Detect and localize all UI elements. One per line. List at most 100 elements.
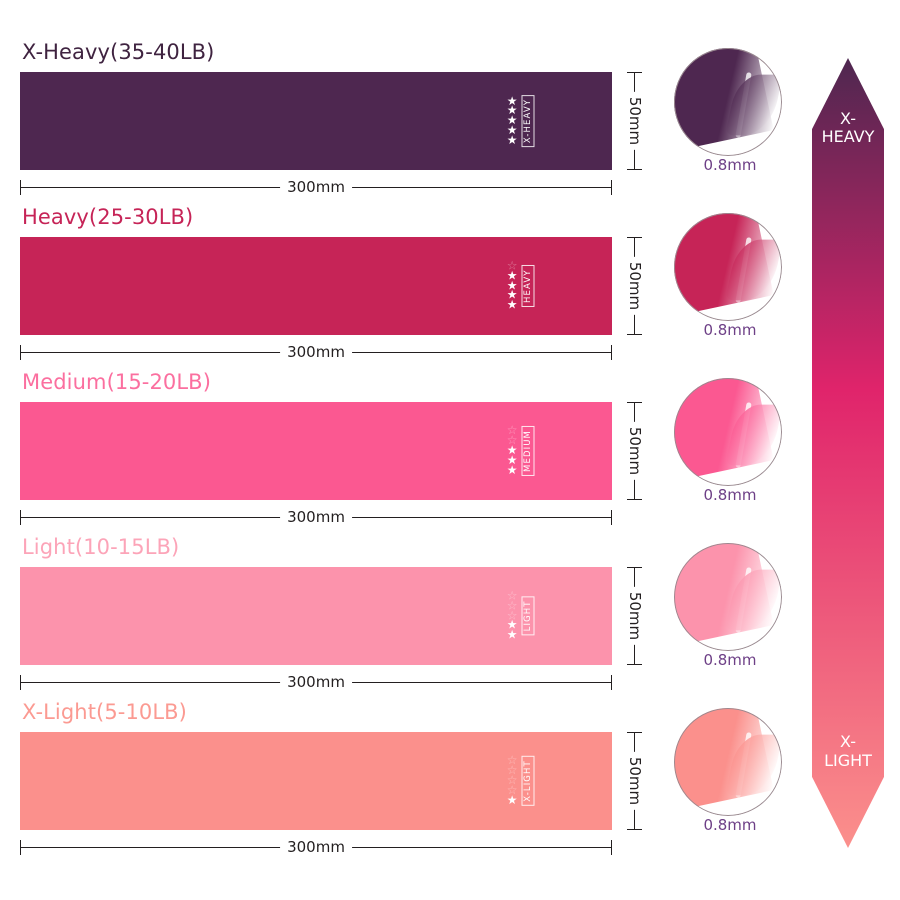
- dimension-end-cap-bottom: [627, 169, 642, 170]
- thickness-closeup-circle-medium: [674, 378, 782, 486]
- band-print-label-light: LIGHT: [521, 596, 534, 636]
- star-hollow-icon: ☆: [506, 773, 518, 788]
- star-filled-icon: ★: [506, 113, 518, 128]
- dimension-end-cap-top: [627, 732, 642, 733]
- arrow-bottom-label-line2: LIGHT: [824, 750, 872, 770]
- star-hollow-icon: ☆: [506, 608, 518, 623]
- thickness-closeup-circle-x-heavy: [674, 48, 782, 156]
- band-print-mark-x-light: ☆ ☆ ☆ ☆ ★ X-LIGHT: [506, 753, 534, 807]
- star-hollow-icon: ☆: [506, 588, 518, 603]
- thickness-detail-x-heavy: 0.8mm: [660, 38, 800, 203]
- height-dimension-medium: 50mm: [622, 402, 648, 500]
- thickness-label-x-light: 0.8mm: [703, 816, 757, 834]
- dimension-end-cap-right: [611, 675, 612, 690]
- star-hollow-icon: ☆: [506, 782, 518, 797]
- dimension-end-cap-right: [611, 345, 612, 360]
- band-print-label-x-heavy: X-HEAVY: [521, 94, 534, 148]
- resistance-scale-arrow: X- HEAVY X- LIGHT: [812, 58, 884, 848]
- star-hollow-icon: ☆: [506, 433, 518, 448]
- star-hollow-icon: ☆: [506, 763, 518, 778]
- length-dimension-label: 300mm: [280, 341, 352, 363]
- band-title-x-light: X-Light(5-10LB): [22, 700, 187, 724]
- star-filled-icon: ★: [506, 103, 518, 118]
- height-dimension-label: 50mm: [626, 586, 644, 646]
- length-dimension-label: 300mm: [280, 836, 352, 858]
- band-print-mark-medium: ☆ ☆ ★ ★ ★ MEDIUM: [506, 425, 534, 477]
- star-filled-icon: ★: [506, 268, 518, 283]
- band-row-heavy: Heavy(25-30LB) ☆ ★ ★ ★ ★ HEAVY 300mm 50mm: [0, 205, 660, 370]
- band-row-x-light: X-Light(5-10LB) ☆ ☆ ☆ ☆ ★ X-LIGHT 300mm 50mm: [0, 700, 660, 865]
- star-filled-icon: ★: [506, 617, 518, 632]
- star-filled-icon: ★: [506, 287, 518, 302]
- dimension-end-cap-top: [627, 402, 642, 403]
- thickness-closeup-circle-heavy: [674, 213, 782, 321]
- thickness-closeup-circle-light: [674, 543, 782, 651]
- thickness-detail-medium: 0.8mm: [660, 368, 800, 533]
- star-filled-icon: ★: [506, 792, 518, 807]
- star-rating-light: ☆ ☆ ☆ ★ ★: [506, 588, 518, 642]
- thickness-label-medium: 0.8mm: [703, 486, 757, 504]
- length-dimension-medium: 300mm: [20, 506, 612, 528]
- band-row-light: Light(10-15LB) ☆ ☆ ☆ ★ ★ LIGHT 300mm 50mm: [0, 535, 660, 700]
- dimension-end-cap-bottom: [627, 334, 642, 335]
- star-filled-icon: ★: [506, 452, 518, 467]
- star-filled-icon: ★: [506, 122, 518, 137]
- star-filled-icon: ★: [506, 462, 518, 477]
- dimension-end-cap-top: [627, 237, 642, 238]
- band-strip-x-light: ☆ ☆ ☆ ☆ ★ X-LIGHT: [20, 732, 612, 830]
- dimension-end-cap-left: [20, 510, 21, 525]
- star-hollow-icon: ☆: [506, 753, 518, 768]
- dimension-end-cap-left: [20, 180, 21, 195]
- height-dimension-label: 50mm: [626, 256, 644, 316]
- dimension-end-cap-bottom: [627, 664, 642, 665]
- star-filled-icon: ★: [506, 443, 518, 458]
- dimension-end-cap-top: [627, 567, 642, 568]
- band-strip-light: ☆ ☆ ☆ ★ ★ LIGHT: [20, 567, 612, 665]
- star-hollow-icon: ☆: [506, 258, 518, 273]
- band-row-x-heavy: X-Heavy(35-40LB) ★ ★ ★ ★ ★ X-HEAVY 300mm 50mm: [0, 40, 660, 205]
- height-dimension-heavy: 50mm: [622, 237, 648, 335]
- star-filled-icon: ★: [506, 93, 518, 108]
- dimension-end-cap-bottom: [627, 499, 642, 500]
- thickness-detail-x-light: 0.8mm: [660, 698, 800, 863]
- length-dimension-label: 300mm: [280, 671, 352, 693]
- height-dimension-light: 50mm: [622, 567, 648, 665]
- height-dimension-label: 50mm: [626, 91, 644, 151]
- height-dimension-label: 50mm: [626, 751, 644, 811]
- thickness-label-heavy: 0.8mm: [703, 321, 757, 339]
- thickness-label-light: 0.8mm: [703, 651, 757, 669]
- length-dimension-light: 300mm: [20, 671, 612, 693]
- dimension-end-cap-bottom: [627, 829, 642, 830]
- arrow-top-label: X- HEAVY: [812, 109, 884, 147]
- band-title-medium: Medium(15-20LB): [22, 370, 211, 394]
- band-print-label-heavy: HEAVY: [521, 265, 534, 307]
- band-print-mark-heavy: ☆ ★ ★ ★ ★ HEAVY: [506, 258, 534, 312]
- band-row-medium: Medium(15-20LB) ☆ ☆ ★ ★ ★ MEDIUM 300mm 50mm: [0, 370, 660, 535]
- arrow-top-label-line1: X-: [840, 109, 856, 128]
- dimension-end-cap-left: [20, 675, 21, 690]
- height-dimension-x-heavy: 50mm: [622, 72, 648, 170]
- dimension-end-cap-right: [611, 510, 612, 525]
- band-title-x-heavy: X-Heavy(35-40LB): [22, 40, 215, 64]
- length-dimension-label: 300mm: [280, 506, 352, 528]
- height-dimension-label: 50mm: [626, 421, 644, 481]
- star-rating-x-heavy: ★ ★ ★ ★ ★: [506, 93, 518, 147]
- bands-column: X-Heavy(35-40LB) ★ ★ ★ ★ ★ X-HEAVY 300mm 50mm Hea…: [0, 40, 660, 865]
- star-filled-icon: ★: [506, 297, 518, 312]
- star-rating-x-light: ☆ ☆ ☆ ☆ ★: [506, 753, 518, 807]
- thickness-detail-light: 0.8mm: [660, 533, 800, 698]
- band-strip-heavy: ☆ ★ ★ ★ ★ HEAVY: [20, 237, 612, 335]
- length-dimension-x-heavy: 300mm: [20, 176, 612, 198]
- dimension-end-cap-right: [611, 180, 612, 195]
- band-print-label-medium: MEDIUM: [521, 426, 534, 476]
- band-strip-x-heavy: ★ ★ ★ ★ ★ X-HEAVY: [20, 72, 612, 170]
- dimension-end-cap-right: [611, 840, 612, 855]
- band-title-light: Light(10-15LB): [22, 535, 180, 559]
- star-hollow-icon: ☆: [506, 598, 518, 613]
- star-filled-icon: ★: [506, 627, 518, 642]
- length-dimension-label: 300mm: [280, 176, 352, 198]
- band-strip-medium: ☆ ☆ ★ ★ ★ MEDIUM: [20, 402, 612, 500]
- arrow-bottom-label: X- LIGHT: [812, 732, 884, 770]
- star-filled-icon: ★: [506, 132, 518, 147]
- band-print-mark-x-heavy: ★ ★ ★ ★ ★ X-HEAVY: [506, 93, 534, 148]
